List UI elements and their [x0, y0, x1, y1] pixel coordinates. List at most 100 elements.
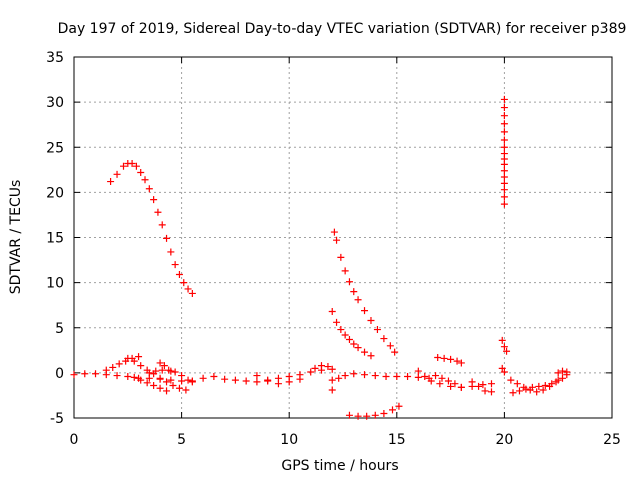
data-point	[373, 326, 381, 334]
series-arc-low-12	[345, 402, 403, 420]
series-arc-low-14	[432, 372, 465, 391]
data-point	[182, 386, 190, 394]
data-point	[367, 352, 375, 360]
y-tick-label: 25	[46, 140, 64, 156]
data-point	[81, 370, 89, 378]
data-point	[541, 382, 549, 390]
data-point	[500, 186, 508, 194]
data-point	[503, 347, 511, 355]
data-point	[509, 389, 517, 397]
data-point	[156, 384, 164, 392]
data-point	[361, 307, 369, 315]
data-point	[109, 363, 117, 371]
data-point	[337, 253, 345, 261]
data-point	[175, 384, 183, 392]
x-tick-label: 15	[388, 432, 406, 448]
data-point	[210, 372, 218, 380]
data-point	[457, 383, 465, 391]
series-arc-low-10	[328, 370, 433, 384]
data-point	[70, 371, 78, 379]
data-point	[528, 383, 536, 391]
data-point	[481, 387, 489, 395]
data-point	[311, 364, 319, 372]
data-point	[317, 362, 325, 370]
data-point	[137, 362, 145, 370]
data-point	[124, 372, 132, 380]
data-point	[264, 376, 272, 384]
series-spike-20h	[500, 95, 508, 208]
data-point	[163, 378, 171, 386]
data-point	[500, 193, 508, 201]
data-point	[393, 372, 401, 380]
data-point	[156, 374, 164, 382]
data-point	[132, 162, 140, 170]
series-arc-low-18	[498, 364, 508, 376]
data-point	[500, 160, 508, 168]
data-point	[345, 335, 353, 343]
data-point	[438, 374, 446, 382]
data-point	[242, 377, 250, 385]
data-point	[328, 308, 336, 316]
x-axis-label: GPS time / hours	[281, 458, 398, 474]
data-point	[274, 380, 282, 388]
data-point	[158, 366, 166, 374]
data-point	[421, 372, 429, 380]
data-point	[145, 369, 153, 377]
series-arc-low-17	[498, 336, 511, 355]
data-point	[380, 409, 388, 417]
data-point	[130, 373, 138, 381]
data-point	[500, 95, 508, 103]
data-point	[522, 385, 530, 393]
data-point	[328, 386, 336, 394]
data-point	[498, 336, 506, 344]
tick-labels: 0 5 10 15 20 25 -5 0 5 10 15 20 25 30 35	[46, 50, 621, 448]
data-point	[388, 406, 396, 414]
data-point	[188, 377, 196, 385]
data-point	[361, 348, 369, 356]
data-point	[363, 412, 371, 420]
data-point	[475, 382, 483, 390]
data-point	[307, 368, 315, 376]
data-point	[500, 167, 508, 175]
data-point	[145, 185, 153, 193]
data-point	[404, 372, 412, 380]
data-point	[330, 228, 338, 236]
series-arc-low-21	[554, 367, 571, 377]
data-point	[414, 373, 422, 381]
data-point	[468, 378, 476, 386]
data-point	[386, 342, 394, 350]
data-points	[70, 95, 571, 420]
data-point	[221, 375, 229, 383]
data-point	[350, 288, 358, 296]
data-point	[188, 289, 196, 297]
data-point	[563, 368, 571, 376]
data-point	[457, 359, 465, 367]
data-point	[333, 236, 341, 244]
data-point	[539, 386, 547, 394]
x-tick-label: 25	[603, 432, 621, 448]
data-point	[184, 376, 192, 384]
data-point	[345, 278, 353, 286]
data-point	[158, 221, 166, 229]
data-point	[548, 380, 556, 388]
y-tick-label: 30	[46, 95, 64, 111]
data-point	[328, 376, 336, 384]
data-point	[128, 159, 136, 167]
data-point	[371, 411, 379, 419]
data-point	[156, 359, 164, 367]
chart-title: Day 197 of 2019, Sidereal Day-to-day VTE…	[58, 21, 627, 37]
grid-lines	[74, 57, 612, 418]
data-point	[391, 348, 399, 356]
data-point	[479, 381, 487, 389]
data-point	[559, 374, 567, 382]
data-point	[354, 296, 362, 304]
series-arc-low-02	[102, 353, 143, 374]
x-tick-label: 5	[177, 432, 186, 448]
data-point	[167, 376, 175, 384]
data-point	[102, 366, 110, 374]
data-point	[141, 176, 149, 184]
data-point	[341, 267, 349, 275]
data-point	[150, 382, 158, 390]
series-arc-low-09	[311, 362, 336, 373]
data-point	[444, 377, 452, 385]
